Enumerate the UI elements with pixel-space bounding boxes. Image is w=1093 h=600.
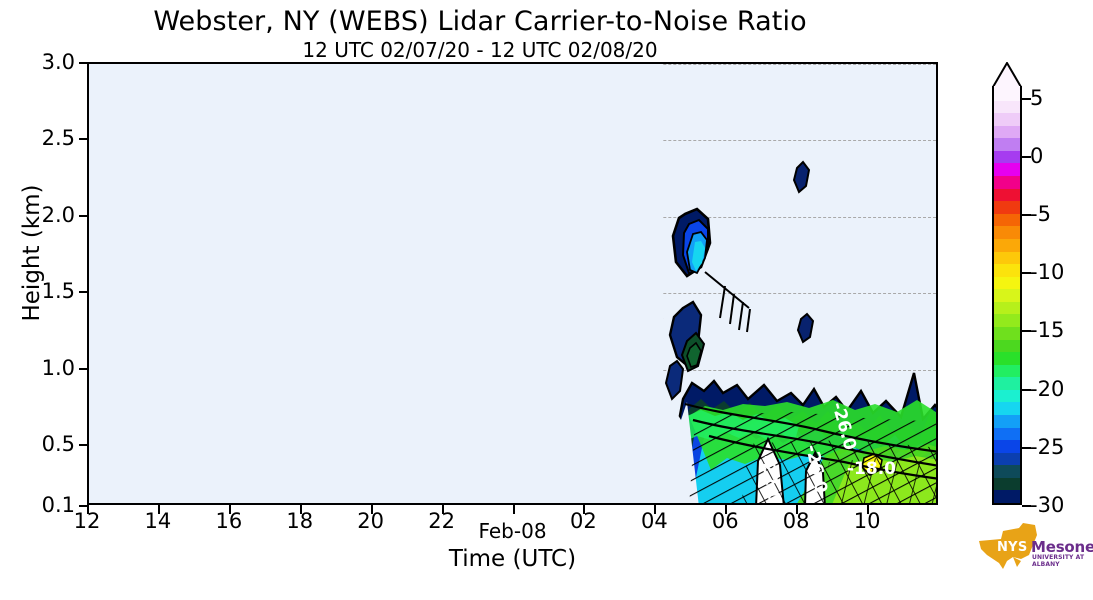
y-tick-mark xyxy=(79,505,88,507)
colorbar-tick-label: -15 xyxy=(1030,318,1065,343)
colorbar-tick-mark xyxy=(1022,214,1031,217)
logo-mesonet-text: Mesonet xyxy=(1031,538,1093,556)
cell-2300m xyxy=(792,160,811,194)
colorbar-tick-mark xyxy=(1022,388,1031,391)
x-tick-mark xyxy=(441,505,444,514)
colorbar-tick-mark xyxy=(1022,272,1031,275)
y-tick-label: 3.0 xyxy=(41,50,75,74)
y-tick-label: 2.5 xyxy=(41,126,75,151)
x-tick-mark xyxy=(654,505,657,514)
x-tick-mark xyxy=(157,505,160,514)
y-axis-title: Height (km) xyxy=(19,184,45,322)
colorbar-tick-label: 5 xyxy=(1030,85,1044,110)
colorbar-band xyxy=(994,438,1020,453)
colorbar-band xyxy=(994,174,1020,189)
colorbar-extend-arrow xyxy=(992,62,1022,88)
colorbar-band xyxy=(994,186,1020,202)
x-tick-mark xyxy=(370,505,373,514)
colorbar-band xyxy=(994,350,1020,365)
colorbar-band xyxy=(994,300,1020,315)
x-tick-mark xyxy=(512,505,515,514)
y-tick-mark xyxy=(79,62,88,64)
colorbar-band xyxy=(994,312,1020,327)
y-tick-label: 2.0 xyxy=(41,202,75,227)
x-tick-mark xyxy=(228,505,231,514)
colorbar-band xyxy=(994,274,1020,290)
colorbar-band xyxy=(994,425,1020,441)
colorbar-tick-mark xyxy=(1022,97,1031,100)
cell-1300m xyxy=(796,312,815,344)
cell-1500m xyxy=(668,300,706,373)
colorbar-band xyxy=(994,476,1020,491)
colorbar-band xyxy=(994,337,1020,353)
colorbar-tick-mark xyxy=(1022,505,1031,507)
colorbar-band xyxy=(994,199,1020,214)
y-tick-mark xyxy=(79,138,88,141)
colorbar-band xyxy=(994,161,1020,177)
y-tick-label: 1.5 xyxy=(41,279,75,304)
colorbar-band xyxy=(994,111,1020,126)
colorbar-band xyxy=(994,363,1020,378)
x-tick-mark xyxy=(583,505,586,514)
nys-mesonet-logo: NYS Mesonet UNIVERSITY AT ALBANY xyxy=(973,519,1093,575)
y-tick-label: 0.5 xyxy=(41,431,75,456)
colorbar-band xyxy=(994,136,1020,151)
logo-nys-text: NYS xyxy=(997,540,1028,555)
contour-label-18: -18.0 xyxy=(847,459,896,479)
plot-area: -30.0 -26.0 -26.0 -22.0 -18.0 xyxy=(87,62,938,505)
colorbar-band xyxy=(994,413,1020,428)
y-tick-mark xyxy=(79,367,88,370)
colorbar-gradient xyxy=(992,86,1022,505)
y-tick-mark xyxy=(79,443,88,446)
colorbar-tick-mark xyxy=(1022,330,1031,333)
cnr-heatmap-field: -30.0 -26.0 -26.0 -22.0 -18.0 xyxy=(89,64,936,503)
colorbar-band xyxy=(994,149,1020,164)
colorbar-tick-label: -30 xyxy=(1030,493,1065,517)
colorbar-band xyxy=(994,98,1020,114)
colorbar-band xyxy=(994,262,1020,277)
colorbar-band xyxy=(994,388,1020,403)
x-axis-title: Time (UTC) xyxy=(448,546,577,572)
colorbar-tick-mark xyxy=(1022,446,1031,449)
colorbar-band xyxy=(994,488,1020,503)
colorbar-tick-label: -20 xyxy=(1030,376,1065,401)
contour-tail-1900m xyxy=(704,271,751,333)
colorbar-band xyxy=(994,212,1020,227)
colorbar-tick-label: -5 xyxy=(1030,202,1051,227)
colorbar-tick-label: -25 xyxy=(1030,434,1065,459)
colorbar-band xyxy=(994,400,1020,415)
colorbar-band xyxy=(994,86,1020,101)
colorbar-band xyxy=(994,325,1020,340)
colorbar: 5 0 -5 -10 -15 -20 -25 -30 xyxy=(992,62,1064,517)
colorbar-band xyxy=(994,375,1020,390)
y-tick-mark xyxy=(79,291,88,294)
colorbar-band xyxy=(994,249,1020,265)
y-tick-label: 0.1 xyxy=(41,493,75,517)
x-tick-label: Feb-08 xyxy=(478,519,547,543)
cnr-contour-plot: -30.0 -26.0 -26.0 -22.0 -18.0 xyxy=(89,64,936,503)
colorbar-tick-mark xyxy=(1022,155,1031,158)
colorbar-band xyxy=(994,224,1020,239)
contour-lines xyxy=(684,402,936,480)
x-tick-mark xyxy=(87,505,89,514)
logo-university-text: UNIVERSITY AT ALBANY xyxy=(1032,554,1085,568)
colorbar-band xyxy=(994,463,1020,478)
chart-subtitle: 12 UTC 02/07/20 - 12 UTC 02/08/20 xyxy=(302,38,658,62)
chart-title: Webster, NY (WEBS) Lidar Carrier-to-Nois… xyxy=(153,6,807,37)
y-tick-mark xyxy=(79,214,88,217)
new-york-state-outline-icon xyxy=(979,523,1037,569)
x-tick-mark xyxy=(867,505,870,514)
x-tick-mark xyxy=(725,505,728,514)
colorbar-band xyxy=(994,451,1020,466)
x-tick-mark xyxy=(299,505,302,514)
cell-1900m xyxy=(671,207,712,278)
x-tick-mark xyxy=(796,505,799,514)
colorbar-band xyxy=(994,287,1020,302)
colorbar-band xyxy=(994,124,1020,139)
colorbar-band xyxy=(994,237,1020,252)
y-tick-label: 1.0 xyxy=(41,355,75,380)
colorbar-tick-label: 0 xyxy=(1030,143,1044,168)
colorbar-tick-label: -10 xyxy=(1030,260,1065,285)
